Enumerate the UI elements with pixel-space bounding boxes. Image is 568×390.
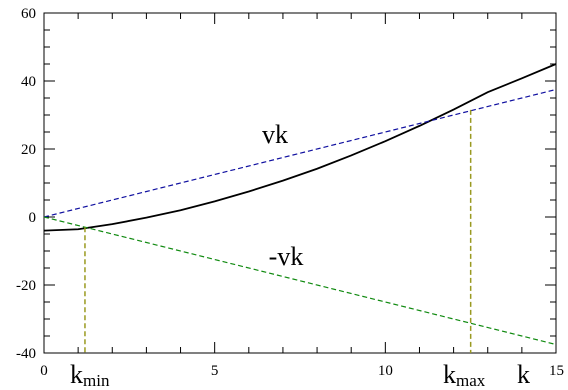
- minus-vk-label: -vk: [269, 242, 304, 271]
- series-line-curve: [43, 63, 557, 232]
- x-tick-label: 15: [549, 363, 564, 379]
- x-tick-label: 0: [40, 363, 48, 379]
- plot-text: 0 5 10 15 -40 -20 0 20 40 60 vk -vk kmin kmax k: [16, 6, 564, 390]
- y-tick-label: 0: [29, 210, 37, 226]
- x-axis-label: k: [517, 360, 530, 389]
- y-tick-label: 60: [21, 6, 36, 22]
- series-line-vk: [43, 88, 557, 218]
- y-tick-label: -40: [16, 346, 36, 362]
- k-max-subscript: max: [456, 371, 486, 390]
- plot-frame-box: [43, 12, 557, 354]
- k-min-label: kmin: [70, 360, 110, 390]
- x-tick-label: 5: [211, 363, 219, 379]
- series-line-minus-vk: [43, 216, 557, 346]
- plot-markers: [84, 109, 472, 353]
- vk-label: vk: [262, 120, 288, 149]
- y-tick-label: 40: [21, 74, 36, 90]
- y-tick-label: 20: [21, 142, 36, 158]
- x-tick-label: 10: [378, 363, 393, 379]
- plot-series: [43, 63, 557, 346]
- plot-frame: [43, 12, 557, 354]
- k-min-subscript: min: [83, 371, 110, 390]
- y-tick-label: -20: [16, 278, 36, 294]
- k-max-label: kmax: [443, 360, 486, 390]
